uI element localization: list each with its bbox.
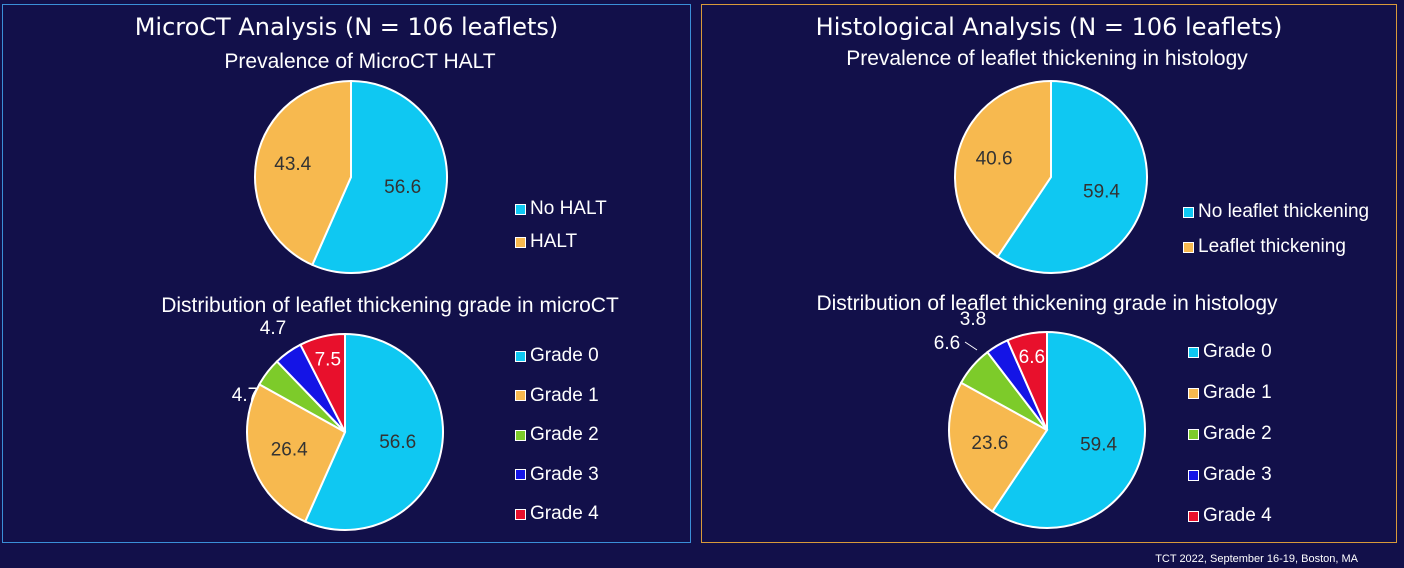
chart-title: Distribution of leaflet thickening grade… [816, 292, 1278, 315]
legend-item: No leaflet thickening [1183, 201, 1369, 223]
pie-slice-grade-1 [948, 381, 1049, 513]
legend-swatch [515, 236, 526, 248]
legend-swatch [1188, 346, 1199, 358]
legend-label: Grade 3 [1203, 464, 1272, 485]
legend-swatch [515, 469, 526, 480]
legend-item: Grade 3 [515, 464, 599, 486]
pie-slice-no-leaflet-thickening [996, 79, 1148, 274]
data-label: 6.6 [934, 333, 960, 354]
data-label: 4.7 [232, 385, 258, 406]
pie-slice-grade-0 [991, 330, 1146, 529]
pie-slice-grade-4 [299, 332, 346, 433]
leader-line [964, 341, 978, 351]
histology-panel-title: Histological Analysis (N = 106 leaflets) [815, 13, 1283, 41]
legend-item: No HALT [515, 198, 607, 220]
legend-item: Grade 4 [515, 503, 599, 525]
pie-slice-no-halt [311, 79, 448, 274]
legend-label: Leaflet thickening [1198, 236, 1346, 257]
legend-swatch [515, 203, 526, 215]
data-label: 59.4 [1083, 181, 1120, 202]
legend-label: Grade 3 [530, 463, 599, 485]
microct-panel: MicroCT Analysis (N = 106 leaflets) [2, 4, 691, 543]
legend-item: Grade 2 [515, 424, 599, 446]
microct-panel-title: MicroCT Analysis (N = 106 leaflets) [134, 13, 559, 41]
data-label: 23.6 [971, 433, 1008, 454]
legend-swatch [515, 350, 526, 362]
data-label: 56.6 [384, 177, 421, 198]
legend-label: Grade 0 [530, 345, 599, 366]
legend-label: Grade 4 [1203, 505, 1272, 526]
legend-swatch [1188, 428, 1199, 440]
legend-swatch [515, 508, 526, 520]
histology-panel: Histological Analysis (N = 106 leaflets) [701, 4, 1397, 543]
legend-label: No leaflet thickening [1198, 201, 1370, 222]
chart-title: Prevalence of MicroCT HALT [224, 50, 496, 73]
legend-swatch [1188, 510, 1199, 522]
legend-label: Grade 0 [1203, 341, 1272, 362]
data-label: 6.6 [1019, 347, 1045, 368]
data-label: 56.6 [379, 432, 416, 453]
legend-item: Grade 0 [1188, 341, 1272, 363]
legend-label: Grade 4 [530, 503, 599, 524]
legend-swatch [1188, 469, 1199, 481]
data-label: 59.4 [1080, 435, 1117, 456]
legend-swatch [1183, 206, 1194, 218]
legend-item: HALT [515, 231, 577, 253]
legend-label: Grade 1 [530, 384, 599, 406]
legend-label: Grade 1 [1203, 382, 1272, 403]
data-label: 26.4 [271, 440, 308, 461]
legend-swatch [1183, 241, 1194, 253]
legend-label: No HALT [530, 198, 607, 219]
legend-swatch [515, 429, 526, 441]
legend-swatch [1188, 387, 1199, 399]
data-label: 40.6 [976, 149, 1013, 170]
legend-label: Grade 2 [530, 424, 599, 445]
data-label: 3.8 [960, 309, 986, 330]
legend-label: HALT [530, 231, 578, 252]
legend-item: Grade 3 [1188, 464, 1272, 486]
legend-swatch [515, 390, 526, 401]
data-label: 43.4 [274, 154, 311, 175]
legend-item: Leaflet thickening [1183, 236, 1346, 258]
legend-item: Grade 0 [515, 345, 599, 367]
pie-slice-grade-4 [1006, 330, 1048, 431]
data-label: 4.7 [260, 318, 286, 339]
pie-slice-grade-0 [303, 332, 445, 531]
footer-citation: TCT 2022, September 16-19, Boston, MA [1155, 553, 1358, 565]
chart-title: Prevalence of leaflet thickening in hist… [846, 47, 1248, 70]
pie-slice-halt [254, 79, 352, 267]
legend-item: Grade 2 [1188, 423, 1272, 445]
legend-label: Grade 2 [1203, 423, 1272, 444]
chart-title: Distribution of leaflet thickening grade… [161, 294, 619, 317]
legend-item: Grade 1 [515, 385, 599, 407]
legend-item: Grade 4 [1188, 505, 1272, 527]
legend-item: Grade 1 [1188, 382, 1272, 404]
pie-slice-leaflet-thickening [954, 79, 1052, 259]
data-label: 7.5 [315, 350, 341, 371]
